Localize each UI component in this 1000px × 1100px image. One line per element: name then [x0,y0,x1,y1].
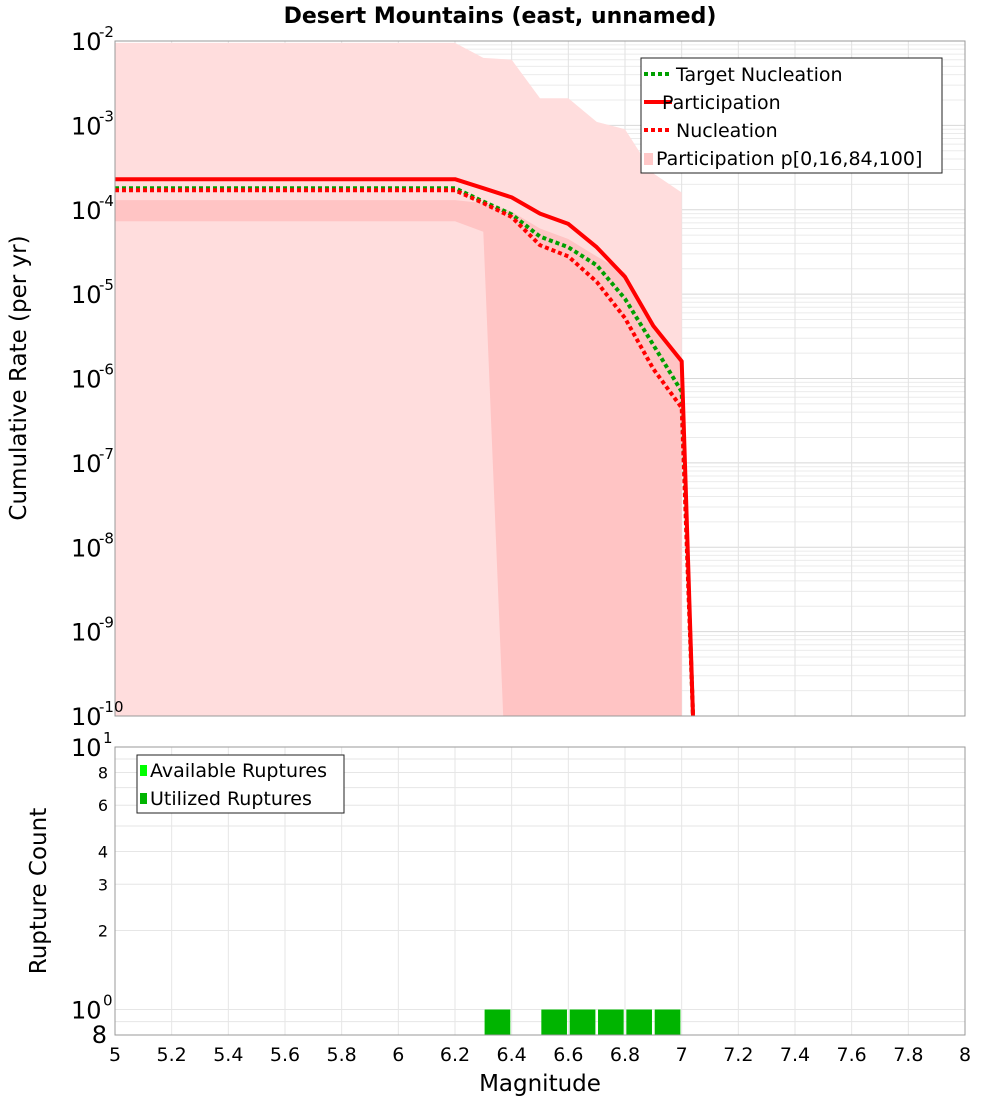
bottom-y-tick-minor: 2 [98,922,108,941]
top-plot-frame [114,40,966,717]
bottom-y-tick-minor: 3 [98,875,108,894]
top-legend-box [640,57,943,174]
legend-label-available-ruptures: Available Ruptures [150,760,327,782]
x-tick-label: 7.4 [780,1044,810,1066]
bottom-x-ticks: 5 5.2 5.4 5.6 5.8 6 6.2 6.4 6.6 6.8 7 7.2 7.4 7.6 7.8 8 [109,1044,971,1066]
top-y-tick-exponent: -10 [99,698,124,716]
bottom-y-tick-minor: 6 [98,796,108,815]
top-y-tick-exponent: -2 [99,23,114,41]
top-y-tick-base: 10 [71,450,102,478]
bar-utilized-ruptures [541,1009,567,1035]
x-tick-label: 6.2 [440,1044,470,1066]
bottom-y-tick-major: 10 0 [71,992,113,1025]
top-bands [115,42,682,717]
top-y-tick-exponent: -6 [99,361,114,379]
bottom-y-tick-base: 10 [71,997,102,1025]
legend-label-participation: Participation [662,92,781,114]
bottom-y-tick-exponent: 0 [103,992,113,1010]
bottom-y-tick-minor: 8 [98,763,108,782]
top-y-tick-base: 10 [71,366,102,394]
top-y-tick: 10-2 [71,23,114,56]
top-y-tick-base: 10 [71,28,102,56]
x-tick-label: 5.8 [327,1044,357,1066]
bottom-y-tick-base: 10 [71,734,102,762]
top-y-tick-exponent: -8 [99,529,114,547]
x-tick-label: 5.4 [213,1044,243,1066]
x-tick-label: 5.2 [157,1044,187,1066]
band-p16-p84 [115,200,682,717]
top-y-axis-label: Cumulative Rate (per yr) [6,235,32,520]
top-y-tick: 10-10 [71,698,124,731]
chart-title: Desert Mountains (east, unnamed) [284,4,717,29]
top-y-tick-base: 10 [71,281,102,309]
x-tick-label: 5.6 [270,1044,300,1066]
top-y-tick-base: 10 [71,619,102,647]
bar-utilized-ruptures [626,1009,652,1035]
legend-swatch-band [644,153,653,165]
bottom-y-tick-exponent: 1 [103,729,113,747]
x-tick-label: 7 [676,1044,688,1066]
bar-utilized-ruptures [654,1009,681,1035]
top-y-tick-exponent: -5 [99,276,114,294]
bottom-y-tick-major: 10 1 [71,729,113,762]
bar-utilized-ruptures [484,1009,511,1035]
series-line-nucleation [115,188,695,717]
bottom-plot-frame [114,746,966,1036]
top-y-tick: 10-9 [71,614,114,647]
top-y-tick: 10-4 [71,192,114,225]
legend-label-participation-p-0-16-84-100-: Participation p[0,16,84,100] [656,148,922,170]
bottom-y-tick-minor: 4 [98,842,108,861]
x-tick-label: 7.2 [723,1044,753,1066]
x-axis-label: Magnitude [479,1071,601,1097]
x-tick-label: 5 [109,1044,121,1066]
legend-swatch-available-ruptures [140,765,147,776]
top-y-tick-exponent: -9 [99,614,114,632]
top-y-tick-exponent: -4 [99,192,114,210]
legend-label-utilized-ruptures: Utilized Ruptures [150,788,312,810]
top-y-tick-base: 10 [71,197,102,225]
bar-utilized-ruptures [569,1009,596,1035]
bottom-legend: Available Ruptures Utilized Ruptures [136,754,345,814]
x-tick-label: 6 [392,1044,404,1066]
top-y-tick: 10-7 [71,445,114,478]
x-tick-label: 6.6 [553,1044,583,1066]
series-line-participation [115,177,695,717]
x-tick-label: 7.8 [893,1044,923,1066]
bottom-y-tick-minor: 8 [92,1021,107,1049]
top-y-tick-base: 10 [71,703,102,731]
x-tick-label: 6.4 [497,1044,527,1066]
top-legend: Target Nucleation Participation Nucleation… [640,57,943,174]
top-y-tick: 10-6 [71,361,114,394]
top-y-tick: 10-3 [71,107,114,140]
top-y-tick-exponent: -7 [99,445,114,463]
legend-swatch-utilized-ruptures [140,793,147,804]
top-y-tick-base: 10 [71,534,102,562]
bottom-y-axis-label: Rupture Count [26,808,52,974]
top-y-tick: 10-8 [71,529,114,562]
bottom-bars [484,1009,681,1035]
bottom-legend-box [136,754,345,814]
top-y-tick: 10-5 [71,276,114,309]
legend-label-nucleation: Nucleation [676,120,778,142]
x-tick-label: 8 [959,1044,971,1066]
bar-utilized-ruptures [598,1009,624,1035]
top-y-tick-base: 10 [71,112,102,140]
top-y-ticks: 10-210-310-410-510-610-710-810-910-10 [71,23,124,731]
top-lines [115,177,695,717]
top-y-tick-exponent: -3 [99,107,114,125]
x-tick-label: 7.6 [837,1044,867,1066]
x-tick-label: 6.8 [610,1044,640,1066]
legend-label-target-nucleation: Target Nucleation [675,64,843,86]
